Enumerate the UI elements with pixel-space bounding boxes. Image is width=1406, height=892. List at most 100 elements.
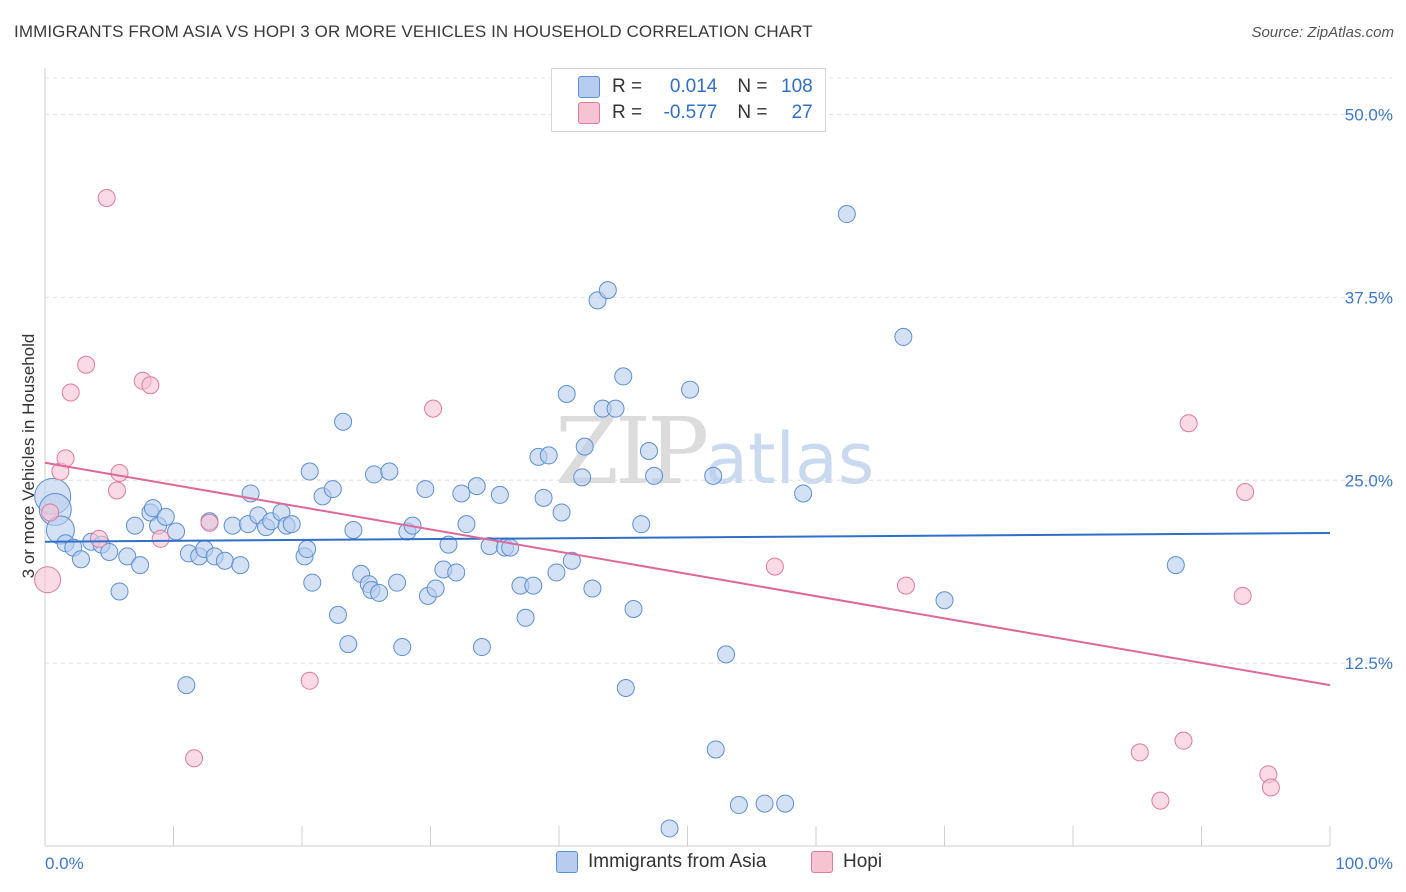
asia-point: [573, 468, 592, 487]
asia-point: [457, 515, 476, 534]
asia-point: [231, 556, 250, 575]
hopi-point: [34, 566, 62, 594]
asia-point: [426, 579, 445, 598]
legend-n-label: N =: [737, 76, 773, 97]
asia-point: [524, 576, 543, 595]
hopi-point: [97, 188, 116, 207]
y-axis-label: 3 or more Vehicles in Household: [19, 334, 38, 579]
legend-n-value: 108: [781, 76, 813, 97]
asia-point: [660, 819, 679, 838]
asia-point: [894, 327, 913, 346]
hopi-point: [1236, 482, 1255, 501]
legend-swatch-asia: [578, 76, 600, 98]
asia-point: [215, 551, 234, 570]
bottom-legend-hopi: Hopi: [811, 851, 882, 873]
y-tick-label: 50.0%: [1345, 106, 1393, 125]
legend-row-asia: R = 0.014 N = 108: [578, 76, 813, 98]
asia-point: [583, 579, 602, 598]
asia-point: [614, 367, 633, 386]
asia-point: [334, 412, 353, 431]
asia-point: [439, 535, 458, 554]
asia-point: [539, 446, 558, 465]
hopi-point: [89, 529, 108, 548]
bottom-legend-label-asia: Immigrants from Asia: [588, 851, 767, 872]
asia-point: [598, 281, 617, 300]
asia-point: [298, 540, 317, 559]
asia-point: [755, 794, 774, 813]
asia-point: [645, 466, 664, 485]
asia-point: [131, 556, 150, 575]
hopi-point: [151, 529, 170, 548]
asia-point: [380, 462, 399, 481]
hopi-point: [1174, 731, 1193, 750]
asia-point: [552, 503, 571, 522]
y-tick-label: 25.0%: [1345, 471, 1393, 490]
asia-point: [606, 399, 625, 418]
asia-point: [143, 499, 162, 518]
legend-swatch-hopi: [578, 102, 600, 124]
asia-point: [156, 507, 175, 526]
asia-point: [729, 796, 748, 815]
hopi-point: [200, 513, 219, 532]
asia-point: [562, 551, 581, 570]
y-tick-label: 37.5%: [1345, 288, 1393, 307]
asia-point: [303, 573, 322, 592]
hopi-point: [896, 576, 915, 595]
hopi-trend-line: [44, 461, 1331, 687]
asia-point: [118, 547, 137, 566]
asia-point: [416, 480, 435, 499]
asia-point: [706, 740, 725, 759]
legend-r-label: R =: [612, 76, 648, 97]
asia-point: [624, 600, 643, 619]
asia-point: [300, 462, 319, 481]
asia-point: [370, 583, 389, 602]
hopi-point: [107, 481, 126, 500]
asia-point: [490, 485, 509, 504]
asia-point: [282, 515, 301, 534]
hopi-point: [1130, 743, 1149, 762]
asia-point: [125, 516, 144, 535]
asia-point: [339, 635, 358, 654]
asia-point: [71, 550, 90, 569]
hopi-point: [141, 376, 160, 395]
bottom-legend-label-hopi: Hopi: [843, 851, 883, 872]
bottom-legend-asia: Immigrants from Asia: [556, 851, 766, 873]
hopi-point: [1233, 586, 1252, 605]
asia-point: [616, 679, 635, 698]
asia-point: [223, 516, 242, 535]
asia-point: [100, 542, 119, 561]
chart-title: IMMIGRANTS FROM ASIA VS HOPI 3 OR MORE V…: [14, 22, 813, 41]
hopi-point: [300, 671, 319, 690]
legend-r-value: -0.577: [663, 102, 718, 123]
legend-r-value: 0.014: [669, 76, 718, 97]
hopi-point: [1179, 414, 1198, 433]
source-label: Source: ZipAtlas.com: [1251, 24, 1394, 41]
asia-point: [323, 480, 342, 499]
bottom-legend-swatch-hopi: [811, 851, 833, 873]
asia-point: [110, 582, 129, 601]
legend-r-label: R =: [612, 102, 648, 123]
asia-point: [364, 465, 383, 484]
bottom-legend-swatch-asia: [556, 851, 578, 873]
asia-point: [837, 205, 856, 224]
hopi-point: [41, 503, 60, 522]
asia-trend-line: [44, 531, 1331, 543]
asia-point: [632, 515, 651, 534]
asia-point: [177, 676, 196, 695]
asia-point: [452, 484, 471, 503]
legend-row-hopi: R = -0.577 N = 27: [578, 102, 813, 124]
stats-legend: R = 0.014 N = 108 R = -0.577 N = 27: [551, 68, 826, 132]
hopi-point: [1261, 778, 1280, 797]
asia-point: [467, 477, 486, 496]
asia-point: [167, 522, 186, 541]
asia-point: [472, 638, 491, 657]
watermark-atlas: atlas: [705, 418, 875, 500]
asia-point: [717, 645, 736, 664]
asia-point: [557, 384, 576, 403]
legend-n-value: 27: [791, 102, 813, 123]
asia-point: [547, 563, 566, 582]
legend-n-label: N =: [737, 102, 773, 123]
asia-point: [393, 638, 412, 657]
asia-point: [681, 380, 700, 399]
